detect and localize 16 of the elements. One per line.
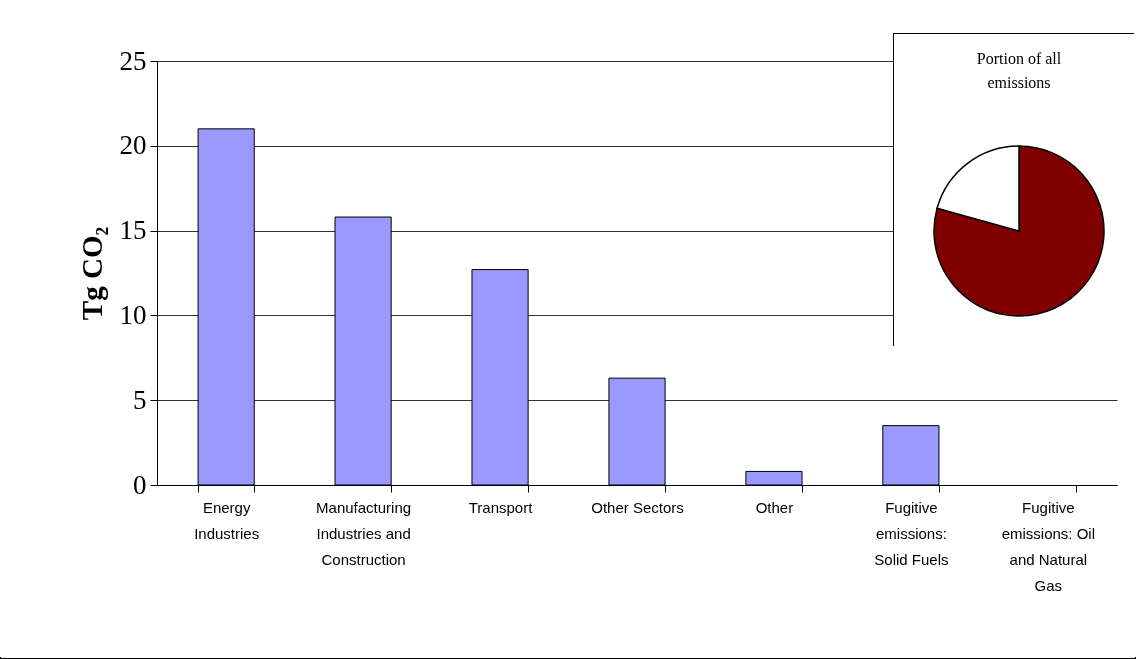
y-tick-label: 5 [133, 384, 147, 415]
y-axis-title: Tg CO₂ [75, 226, 108, 321]
pie-slice [933, 145, 1105, 317]
y-tick-label: 0 [133, 469, 147, 500]
x-tick-label: Energy Industries [194, 498, 260, 542]
y-tick-label: 20 [119, 130, 147, 161]
x-tick-label: Other Sectors [591, 498, 684, 516]
y-tick-label: 15 [119, 215, 147, 246]
y-tick-label: 25 [119, 45, 147, 76]
x-tick-label: Other [755, 498, 794, 516]
y-tick-label: 10 [119, 299, 147, 330]
chart-title: Portion of all emissions [976, 50, 1062, 91]
x-tick-label: Fugitive emissions: Solid Fuels [874, 498, 949, 568]
x-tick-label: Manufacturing Industries and Construction [316, 498, 412, 568]
x-tick-label: Fugitive emissions: Oil and Natural Gas [1001, 498, 1096, 594]
x-tick-label: Transport [468, 498, 534, 516]
